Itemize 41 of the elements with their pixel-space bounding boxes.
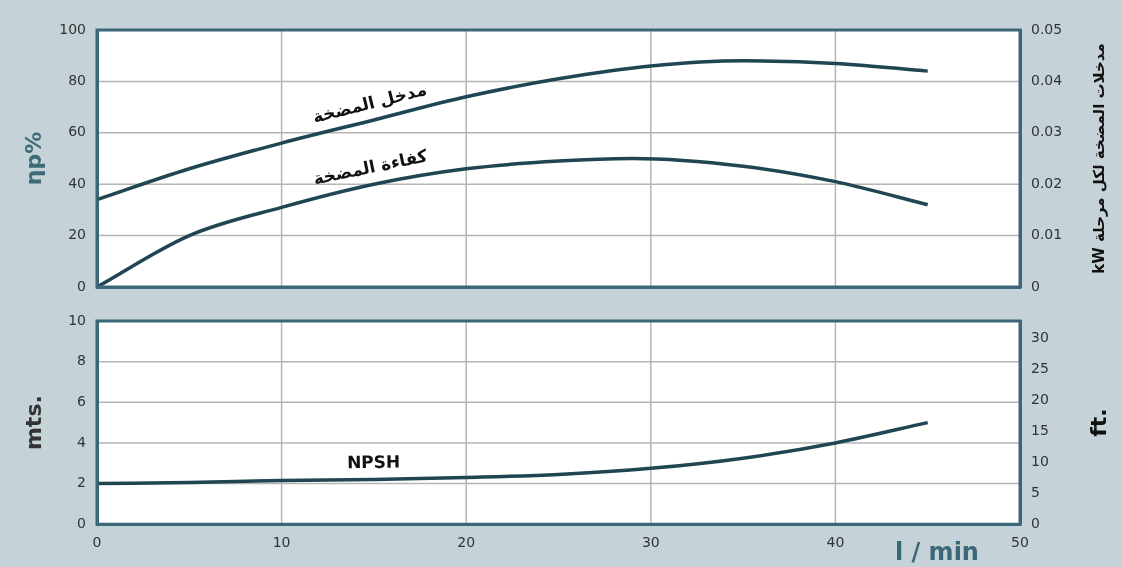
- y2-axis-title: ft.: [1085, 408, 1111, 437]
- y2-tick-label: 15: [1031, 421, 1049, 438]
- x-tick-label: 50: [1011, 534, 1029, 551]
- x-tick-label: 10: [272, 534, 291, 551]
- y-tick-label: 60: [68, 123, 86, 140]
- y-tick-label: 20: [68, 226, 86, 243]
- text: مدخل المضخة: [310, 79, 429, 127]
- line-series: [97, 420, 930, 486]
- text: كفاءة المضخة: [311, 145, 430, 189]
- y2-tick-label: 20: [1031, 390, 1049, 407]
- y2-tick-label: 0.02: [1031, 174, 1063, 191]
- x-tick-label: 40: [826, 534, 845, 551]
- y-tick-label: 40: [68, 174, 86, 191]
- y2-tick-label: 0.04: [1031, 72, 1063, 89]
- y-axis-title: mts.: [20, 395, 46, 451]
- y2-tick-label: 5: [1031, 483, 1040, 500]
- y-tick-label: 6: [77, 392, 87, 409]
- y-tick-label: 100: [59, 20, 86, 37]
- x-axis-title: l / min: [894, 538, 979, 567]
- y-tick-label: 0: [77, 514, 86, 531]
- series-label: NPSH: [346, 451, 401, 473]
- y2-axis-title: مدخلات المضخة لكل مرحلة kW: [1089, 43, 1108, 274]
- x-tick-label: 30: [641, 534, 660, 551]
- y2-tick-label: 0: [1031, 277, 1040, 294]
- y2-tick-label: 25: [1031, 360, 1049, 377]
- y2-tick-label: 0: [1031, 514, 1040, 531]
- y-axis-title: ηp%: [20, 131, 46, 186]
- y-tick-label: 2: [77, 474, 86, 491]
- y2-tick-label: 30: [1031, 329, 1049, 346]
- line-series: [97, 59, 930, 202]
- y-tick-label: 10: [68, 311, 86, 328]
- x-tick-label: 20: [457, 534, 476, 551]
- x-tick-label: 0: [92, 534, 102, 551]
- y-tick-label: 80: [68, 72, 86, 89]
- y2-tick-label: 0.01: [1031, 226, 1063, 243]
- y-tick-label: 8: [77, 352, 86, 369]
- y2-tick-label: 0.05: [1031, 20, 1063, 37]
- y2-tick-label: 0.03: [1031, 123, 1063, 140]
- y-tick-label: 0: [77, 277, 86, 294]
- y2-tick-label: 10: [1031, 452, 1049, 469]
- y-tick-label: 4: [77, 433, 87, 450]
